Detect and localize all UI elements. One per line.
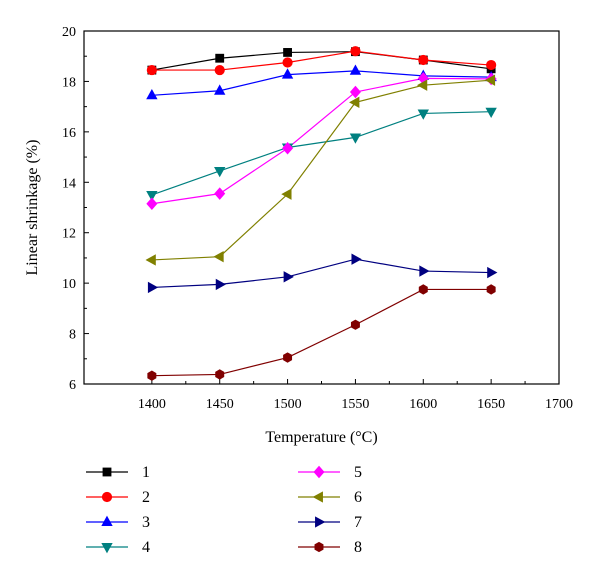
legend-label-4: 4 [142,539,150,556]
series-1-line [151,51,492,71]
series-3-point [281,68,294,79]
series-7-point [351,253,362,265]
legend-label-7: 7 [354,514,362,531]
legend-marker-6 [312,491,323,503]
y-tick-label: 18 [62,75,76,90]
legend-marker-8 [314,541,324,553]
legend-label-1: 1 [142,464,150,481]
series-5-point [282,141,294,155]
series-4-line [151,111,492,196]
x-axis-label: Temperature (°C) [265,429,377,446]
series-7-line [151,258,492,289]
series-2-point [350,46,361,57]
series-4-point [417,109,429,120]
series-7-point [419,265,430,277]
series-8-point [283,352,293,363]
legend-label-3: 3 [142,514,150,531]
y-tick-label: 8 [69,328,76,343]
legend-marker-3 [101,515,113,526]
series-4-point [349,133,362,144]
y-tick-label: 14 [62,176,76,191]
series-6-point [484,74,496,86]
legend-marker-7 [315,516,326,528]
series-8-point [486,284,496,295]
series-7-point [215,278,227,291]
x-tick-label: 1650 [477,397,505,412]
y-tick-label: 16 [62,126,76,141]
x-tick-label: 1600 [409,397,437,412]
series-8-line [151,288,492,377]
series-1-point [283,48,292,57]
plot-frame [83,30,560,385]
y-tick-label: 12 [62,227,76,242]
series-5-point [214,187,226,200]
y-tick-label: 6 [69,378,76,393]
legend-marker-2 [101,491,113,503]
series-8-point [418,284,428,295]
series-6-point [145,254,156,266]
series-8-point [147,370,157,381]
legend-marker-4 [101,543,113,554]
series-2-point [282,57,293,68]
x-tick-label: 1550 [341,397,369,412]
legend-label-5: 5 [354,464,362,481]
series-3-point [349,64,362,75]
series-lines [151,50,492,377]
series-6-point [281,188,292,200]
series-6-point [416,79,428,91]
series-3-point [146,88,158,100]
series-4-point [214,166,226,178]
x-tick-label: 1500 [274,397,302,412]
legend-label-2: 2 [142,489,150,506]
series-3-line [151,70,492,96]
series-markers [145,46,498,381]
y-tick-label: 20 [62,25,76,40]
y-tick-label: 10 [62,277,76,292]
series-6-line [151,79,492,261]
x-tick-label: 1700 [545,397,573,412]
series-5-point [146,197,158,210]
legend-marker-5 [313,465,325,479]
series-5-point [349,85,361,99]
series-2-point [418,54,429,66]
series-5-line [151,77,492,205]
legend: 1 2 3 4 5 6 7 8 [86,464,362,556]
legend-marker-1 [102,467,112,477]
series-8-point [215,369,225,380]
series-2-point [486,59,497,71]
legend-label-6: 6 [354,489,362,506]
series-6-point [213,250,224,263]
series-7-point [487,266,498,279]
legend-label-8: 8 [354,539,362,556]
series-2-line [151,50,492,71]
series-8-point [350,319,360,330]
series-2-point [146,64,157,76]
series-2-point [214,64,225,76]
x-tick-label: 1400 [138,397,166,412]
series-7-point [147,281,159,294]
series-4-point [146,190,158,202]
series-7-point [283,271,294,283]
series-1-point [215,53,225,63]
x-tick-label: 1450 [206,397,234,412]
axes: 1400 1450 1500 1550 1600 1650 1700 6 8 10 12 14 16 18… [62,25,573,412]
series-4-point [485,107,497,119]
series-6-point [349,96,360,109]
series-3-point [214,84,226,95]
y-axis-label: Linear shrinkage (%) [24,140,41,276]
